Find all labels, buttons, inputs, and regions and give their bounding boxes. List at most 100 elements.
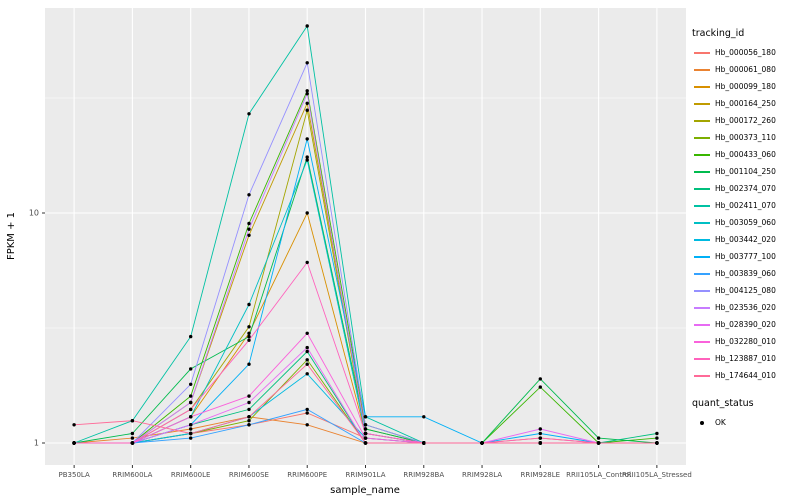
x-tick-label: RRII105LA_Control [566,471,631,479]
legend-item-label: Hb_028390_020 [715,320,776,329]
data-point [305,407,309,412]
legend-item-label: Hb_174644_010 [715,371,776,380]
x-tick-label: RRIM600SE [229,471,269,479]
legend-item: Hb_000433_060 [692,146,798,163]
data-point [305,92,309,96]
legend-key-line-icon [692,153,712,156]
legend-color-swatch [694,255,710,258]
legend-key-line-icon [692,306,712,309]
legend: tracking_id Hb_000056_180 Hb_000061_080 Hb… [692,28,798,431]
legend-item-label: Hb_000172_260 [715,116,776,125]
x-tick-label: RRII105LA_Stressed [622,471,692,479]
legend-item: Hb_003442_020 [692,231,798,248]
data-points [72,24,659,445]
legend-item-label: Hb_003839_060 [715,269,776,278]
legend-item: Hb_174644_010 [692,367,798,384]
legend-item: Hb_002374_070 [692,180,798,197]
data-point [305,362,309,366]
data-point [130,441,135,445]
data-point [189,415,193,419]
legend-item: Hb_000164_250 [692,95,798,112]
data-point [305,372,309,376]
data-point [247,221,251,226]
data-point [305,349,309,354]
legend-item-label: Hb_123887_010 [715,354,776,363]
x-tick-label: RRIM928BA [403,471,444,479]
legend-color-swatch [694,340,710,343]
data-point [247,419,251,423]
data-point [305,24,309,28]
legend-item-label: Hb_000433_060 [715,150,776,159]
legend-key-line-icon [692,374,712,377]
data-point [305,411,309,415]
legend-item-label: Hb_001104_250 [715,167,776,176]
data-point [363,431,368,436]
legend-item-label: Hb_000056_180 [715,48,776,57]
data-point [655,441,659,445]
legend-color-swatch [694,238,710,241]
legend-color-swatch [694,153,710,156]
data-point [305,89,309,93]
x-tick-label: RRIM600LE [171,471,211,479]
data-point [130,419,135,423]
legend-key-line-icon [692,238,712,241]
data-point [189,382,193,386]
legend-item: Hb_000172_260 [692,112,798,129]
x-tick-label: PB350LA [59,471,90,479]
legend-item-label: Hb_023536_020 [715,303,776,312]
legend-item-label: Hb_000164_250 [715,99,776,108]
legend-item: Hb_001104_250 [692,163,798,180]
data-point [305,358,309,362]
legend-item-label: Hb_000099_180 [715,82,776,91]
data-point [363,423,368,427]
data-point [247,394,251,398]
legend-item-label: Hb_003442_020 [715,235,776,244]
data-point [596,441,601,445]
data-point [363,415,368,419]
data-point [189,427,193,431]
legend-item-label: Hb_002411_070 [715,201,776,210]
data-point [247,334,251,339]
data-point [305,101,309,106]
data-point [189,394,193,398]
data-point [247,302,251,307]
legend-status-items: OK [692,414,798,431]
data-point [305,331,309,335]
data-point [363,441,368,445]
data-point [363,436,368,440]
legend-key-line-icon [692,323,712,326]
legend-item-label: Hb_000061_080 [715,65,776,74]
legend-color-swatch [694,323,710,326]
data-point [189,407,193,412]
legend-key-line-icon [692,136,712,139]
data-point [538,377,542,381]
legend-item: Hb_000099_180 [692,78,798,95]
legend-item: Hb_123887_010 [692,350,798,367]
legend-color-swatch [694,170,710,173]
x-tick-labels: PB350LA RRIM600LA RRIM600LE RRIM600SE RRIM60… [59,471,692,479]
legend-color-swatch [694,102,710,105]
legend-title-tracking-id: tracking_id [692,28,745,39]
data-point [247,415,251,419]
legend-color-swatch [694,51,710,54]
legend-item: Hb_023536_020 [692,299,798,316]
data-point [189,334,193,339]
legend-item-label: Hb_032280_010 [715,337,776,346]
data-point [305,211,309,215]
legend-color-swatch [694,187,710,190]
y-tick-label: 1 [34,439,39,448]
legend-color-swatch [694,306,710,309]
legend-key-line-icon [692,102,712,105]
data-point [247,193,251,197]
legend-item-label: Hb_003059_060 [715,218,776,227]
legend-item-label: Hb_003777_100 [715,252,776,261]
legend-key-point-icon [692,420,712,425]
legend-key-line-icon [692,119,712,122]
legend-color-swatch [694,119,710,122]
data-point [247,362,251,366]
data-point [363,427,368,431]
legend-item: Hb_000061_080 [692,61,798,78]
x-tick-label: RRIM928LA [462,471,502,479]
